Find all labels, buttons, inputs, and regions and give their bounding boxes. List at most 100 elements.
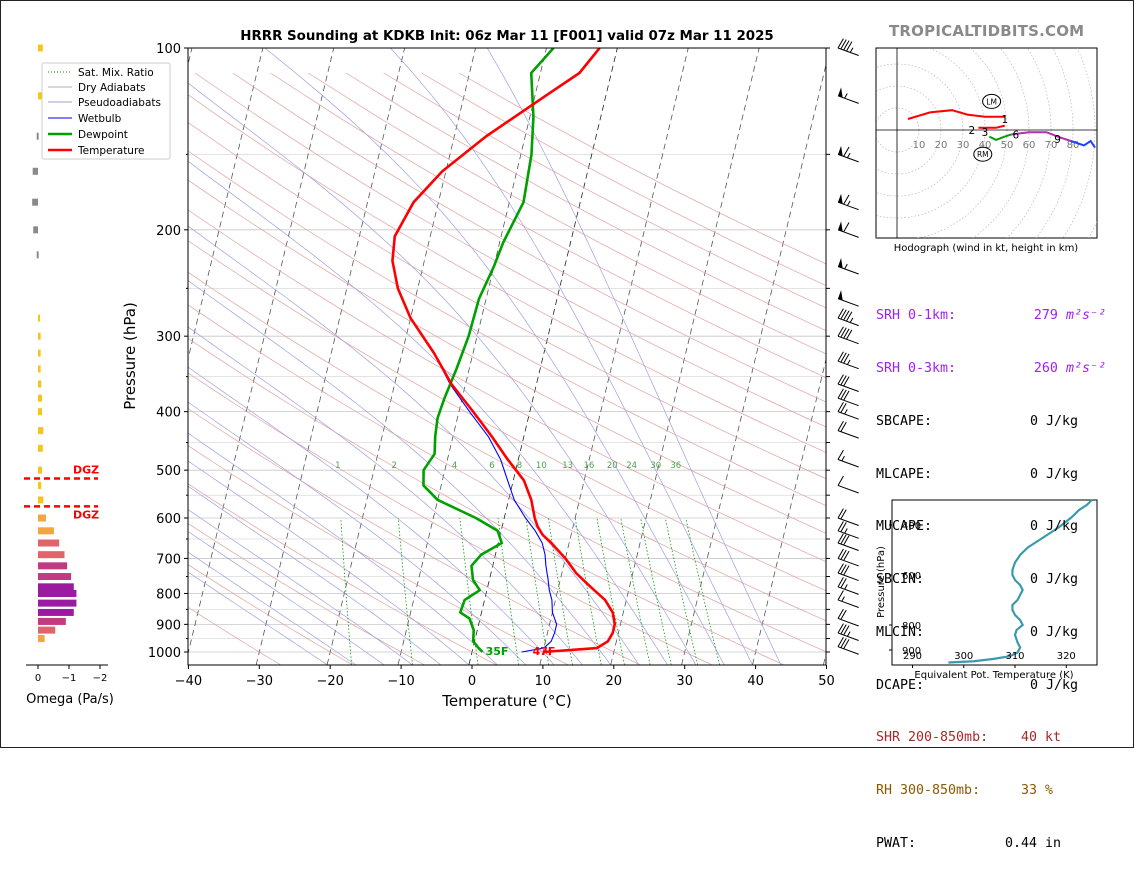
- shr-value: 40 kt: [1020, 730, 1061, 746]
- wind-barb: [837, 590, 859, 608]
- legend-temperature: Temperature: [77, 145, 145, 157]
- srh3-unit: m²s⁻²: [1065, 360, 1106, 376]
- x-tick-label: 10: [535, 674, 552, 689]
- background-lines: [188, 48, 826, 665]
- omega-bar: [38, 583, 74, 591]
- hodograph-trace: [1011, 131, 1072, 142]
- omega-bar: [36, 251, 39, 259]
- mucape-label: MUCAPE:: [876, 519, 933, 535]
- wind-barb: [837, 401, 859, 420]
- dry-adiabat: [188, 372, 712, 665]
- dewpoint-line: [422, 48, 555, 653]
- theta-e-xtick-label: 300: [954, 651, 973, 662]
- mixing-ratio-line: [640, 517, 672, 665]
- isotherm: [610, 48, 760, 665]
- omega-bar: [38, 314, 40, 322]
- temperature-line: [391, 48, 617, 654]
- y-tick-label: 400: [156, 406, 181, 421]
- wind-barb: [837, 420, 859, 439]
- omega-bar: [32, 167, 38, 175]
- mixing-ratio-label: 20: [607, 461, 618, 471]
- srh3-value: 260: [1033, 360, 1058, 376]
- mixing-ratio-label: 10: [536, 461, 547, 471]
- dry-adiabat: [188, 209, 826, 563]
- pseudoadiabat: [264, 48, 725, 665]
- dry-adiabat: [308, 72, 826, 355]
- isotherm: [681, 63, 826, 665]
- hodograph-height-label: 6: [1012, 129, 1019, 141]
- hodograph-ring-label: 20: [935, 140, 948, 151]
- x-tick-label: 40: [747, 674, 764, 689]
- mlcape-value: 0 J/kg: [1029, 466, 1078, 482]
- pseudoadiabat: [188, 82, 697, 665]
- mixing-ratio-label: 6: [489, 461, 494, 471]
- surface-dewpoint-label: 35F: [486, 645, 509, 658]
- dgz-label: DGZ: [73, 463, 99, 476]
- pseudoadiabat: [188, 551, 356, 665]
- legend-dry: Dry Adiabats: [78, 82, 146, 94]
- pseudoadiabat: [486, 48, 782, 665]
- pseudoadiabat: [188, 225, 640, 665]
- theta-e-line: [948, 499, 1093, 664]
- profile-lines: [391, 48, 617, 654]
- omega-tick-label: 0: [35, 673, 41, 684]
- pseudoadiabat: [188, 160, 668, 665]
- mixing-ratio-line: [547, 517, 573, 665]
- dry-adiabat: [188, 606, 281, 665]
- mixing-ratio-line: [459, 517, 479, 665]
- hodograph-ring-label: 70: [1045, 140, 1058, 151]
- x-tick-label: −30: [246, 674, 273, 689]
- isotherm: [539, 48, 689, 665]
- theta-e-xtick-label: 320: [1057, 651, 1076, 662]
- wind-barb: [837, 258, 859, 275]
- isotherm: [752, 357, 826, 665]
- mixing-ratio-line: [664, 517, 699, 665]
- theta-e-ylabel: Pressure (hPa): [876, 546, 887, 618]
- mixing-ratio-label: 8: [517, 461, 522, 471]
- omega-bar: [38, 626, 56, 634]
- legend: Sat. Mix. Ratio Dry Adiabats Pseudoadiab…: [41, 62, 171, 160]
- srh1-label: SRH 0-1km:: [876, 308, 957, 324]
- omega-bar: [38, 496, 44, 504]
- wind-barb: [837, 145, 859, 163]
- dcape-label: DCAPE:: [876, 677, 925, 693]
- mucape-row: MUCAPE: 0 J/kg: [876, 518, 1078, 536]
- mixing-ratio-labels: 1 2 4 6 8 10 13 16 20 24 30 36: [335, 461, 681, 471]
- hodograph-trace: [1070, 139, 1096, 149]
- x-tick-label: −40: [175, 674, 202, 689]
- y-tick-label: 200: [156, 224, 181, 239]
- srh1-value: 279: [1033, 308, 1058, 324]
- mixing-ratio-label: 4: [452, 461, 457, 471]
- legend-pseudo: Pseudoadiabats: [78, 97, 161, 109]
- omega-bar: [38, 608, 74, 616]
- dry-adiabat: [188, 179, 826, 534]
- sbcin-label: SBCIN:: [876, 572, 925, 588]
- storm-motion-marker: [982, 93, 1002, 109]
- main-axes: −40 −30 −20 −10 0 10 20 30 40 50 100 200 300 400 500 60…: [148, 42, 835, 689]
- wind-barb: [837, 290, 859, 307]
- legend-wetbulb: Wetbulb: [78, 113, 122, 125]
- omega-bar: [38, 408, 42, 416]
- omega-panel: 0 −1 −2 DGZ DGZ: [24, 44, 108, 684]
- hodograph-ring-label: 50: [1001, 140, 1014, 151]
- dry-adiabat: [345, 72, 826, 332]
- pseudoadiabat: [188, 509, 413, 665]
- srh1-row: SRH 0-1km: 279 m²s⁻²: [876, 307, 1106, 325]
- omega-bar: [38, 380, 42, 388]
- wind-barb: [837, 87, 859, 104]
- hodograph: 10 20 30 40 50 60 70 80 1 2 3 6 9 LM RM: [875, 47, 1098, 239]
- omega-bar: [38, 527, 54, 535]
- hodograph-height-label: 9: [1054, 134, 1061, 146]
- dry-adiabat: [188, 483, 497, 665]
- y-tick-label: 900: [156, 618, 181, 633]
- y-tick-label: 800: [156, 587, 181, 602]
- dry-adiabat: [383, 72, 826, 309]
- y-tick-label: 1000: [148, 646, 181, 661]
- x-tick-label: −10: [387, 674, 414, 689]
- omega-bar: [38, 394, 42, 402]
- hodograph-trace: [988, 133, 1012, 141]
- mlcape-label: MLCAPE:: [876, 466, 933, 482]
- theta-e-ytick-label: 600: [902, 571, 921, 582]
- wind-barb: [837, 577, 859, 595]
- dry-adiabat: [188, 445, 569, 665]
